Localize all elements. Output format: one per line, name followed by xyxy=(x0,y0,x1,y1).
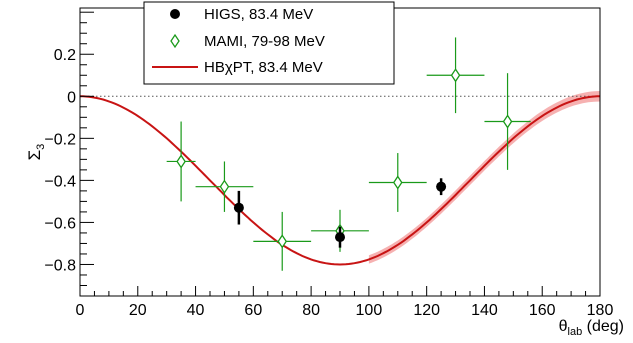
y-tick-label: −0.6 xyxy=(44,215,76,232)
x-tick-label: 120 xyxy=(413,302,440,319)
x-axis-symbol: θ xyxy=(559,318,568,335)
x-tick-label: 140 xyxy=(471,302,498,319)
legend-marker-higs xyxy=(170,9,180,19)
higs-point xyxy=(436,178,447,196)
y-tick-label: 0 xyxy=(67,89,76,106)
mami-marker xyxy=(450,68,461,83)
x-axis-unit: (deg) xyxy=(582,318,624,335)
mami-point xyxy=(195,161,254,212)
theory-curve-layer xyxy=(80,95,600,266)
y-tick-label: −0.2 xyxy=(44,131,76,148)
mami-point xyxy=(166,121,196,202)
theory-curve xyxy=(80,95,600,266)
higs-point xyxy=(233,190,244,225)
mami-point xyxy=(484,73,531,170)
x-axis-title: θlab (deg) xyxy=(559,318,624,338)
x-tick-label: 60 xyxy=(244,302,262,319)
mami-point xyxy=(253,211,312,271)
x-tick-label: 20 xyxy=(129,302,147,319)
mami-point xyxy=(368,153,427,212)
y-tick-label: −0.8 xyxy=(44,257,76,274)
legend-marker-mami xyxy=(170,33,180,49)
theory-uncertainty-band xyxy=(368,91,600,264)
x-tick-label: 40 xyxy=(187,302,205,319)
x-tick-label: 160 xyxy=(529,302,556,319)
higs-point xyxy=(335,226,345,248)
y-tick-label: −0.4 xyxy=(44,173,76,190)
legend-entry-higs: HIGS, 83.4 MeV xyxy=(204,6,313,23)
higs-series-layer xyxy=(233,178,447,248)
x-tick-label: 100 xyxy=(356,302,383,319)
theory-band-layer xyxy=(368,91,600,264)
y-axis-symbol: Σ xyxy=(25,150,44,161)
legend-entry-theory: HBχPT, 83.4 MeV xyxy=(204,59,323,76)
higs-marker xyxy=(436,181,447,192)
x-axis-subscript: lab xyxy=(568,326,583,338)
x-tick-label: 80 xyxy=(302,302,320,319)
mami-point xyxy=(426,37,485,114)
y-axis-title: Σ3 xyxy=(25,144,47,161)
legend: HIGS, 83.4 MeV MAMI, 79-98 MeV HBχPT, 83… xyxy=(143,1,395,85)
legend-box xyxy=(143,1,395,85)
axis-ticks-layer: 0 20 40 60 80 100 120 140 160 180 −0.8 −0.6 −0.4 −0.2… xyxy=(44,11,614,319)
mami-marker xyxy=(392,175,403,190)
mami-marker xyxy=(176,154,186,169)
mami-marker xyxy=(219,179,230,194)
x-tick-label: 0 xyxy=(76,302,85,319)
y-tick-label: 0.2 xyxy=(54,47,76,64)
y-axis-subscript: 3 xyxy=(35,144,47,150)
mami-marker xyxy=(502,114,513,129)
higs-marker xyxy=(233,202,244,213)
mami-marker xyxy=(277,234,288,249)
x-tick-label: 180 xyxy=(587,302,614,319)
higs-marker xyxy=(335,232,345,243)
legend-entry-mami: MAMI, 79-98 MeV xyxy=(204,33,325,50)
